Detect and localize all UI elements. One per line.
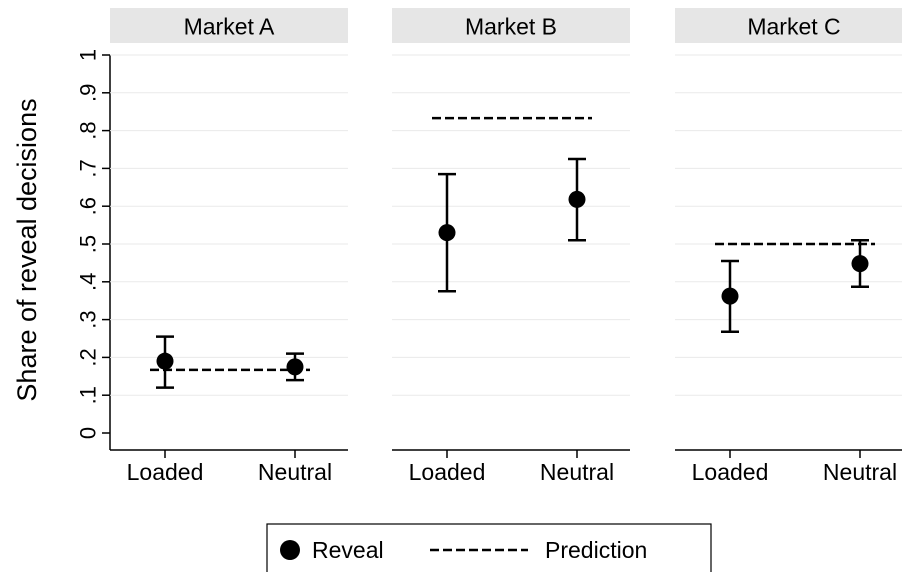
panel-title-strip [675, 8, 902, 43]
x-tick-label: Neutral [823, 459, 897, 485]
y-axis-label: Share of reveal decisions [12, 98, 42, 401]
y-tick-label: .7 [76, 159, 101, 177]
y-tick-label: 0 [76, 427, 101, 439]
panel-title-strip [392, 8, 630, 43]
x-tick-label: Neutral [258, 459, 332, 485]
reveal-point [156, 352, 174, 370]
x-tick-label: Loaded [409, 459, 486, 485]
y-tick-label: .5 [76, 235, 101, 253]
y-axis: 0 .1 .2 .3 .4 .5 .6 .7 .8 .9 1 [76, 49, 111, 450]
panel-title: Market A [184, 14, 275, 40]
y-tick-label: .1 [76, 386, 101, 404]
panel-title: Market B [465, 14, 557, 40]
panel-3: Market C Loaded Neutral [675, 8, 902, 485]
y-tick-label: .8 [76, 121, 101, 139]
panel-title-strip [110, 8, 348, 43]
y-tick-label: .6 [76, 197, 101, 215]
x-tick-label: Neutral [540, 459, 614, 485]
reveal-point [721, 287, 739, 305]
reveal-point [851, 255, 869, 273]
reveal-point [286, 358, 304, 376]
legend: Reveal Prediction [266, 523, 712, 572]
chart-panels: Market A Loaded Neutral Market B Loaded Neutr… [110, 8, 902, 485]
panel-1: Market A Loaded Neutral [110, 8, 348, 485]
y-tick-label: .2 [76, 348, 101, 366]
legend-box [266, 523, 712, 572]
legend-reveal-label: Reveal [312, 537, 384, 563]
y-tick-label: 1 [76, 49, 101, 61]
legend-prediction-label: Prediction [545, 537, 647, 563]
x-tick-label: Loaded [127, 459, 204, 485]
reveal-point [568, 190, 586, 208]
legend-reveal-marker [280, 540, 300, 560]
y-tick-label: .3 [76, 310, 101, 328]
panel-title: Market C [747, 14, 840, 40]
y-tick-label: .4 [76, 273, 101, 291]
x-tick-label: Loaded [692, 459, 769, 485]
panel-2: Market B Loaded Neutral [392, 8, 630, 485]
reveal-point [438, 224, 456, 242]
y-tick-label: .9 [76, 84, 101, 102]
